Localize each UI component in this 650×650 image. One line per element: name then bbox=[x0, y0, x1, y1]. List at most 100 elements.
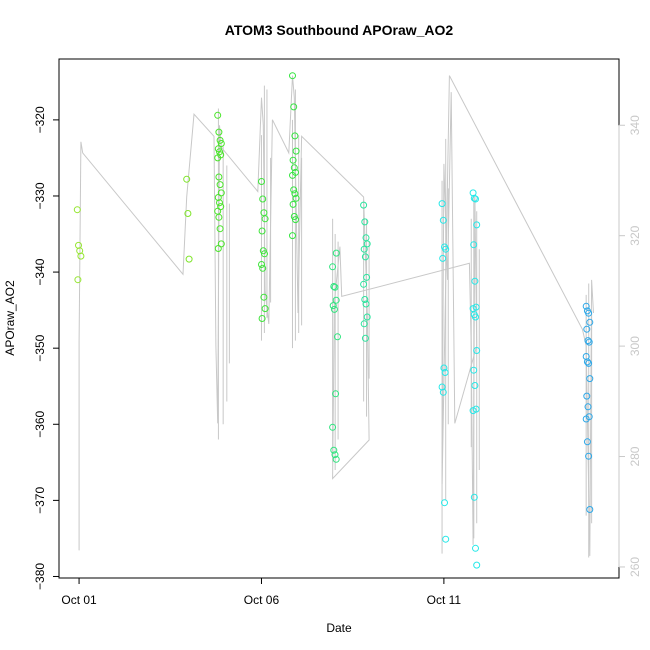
data-point bbox=[360, 280, 368, 288]
data-point bbox=[585, 452, 593, 460]
data-point bbox=[289, 232, 296, 240]
data-point bbox=[216, 148, 223, 156]
data-point bbox=[259, 264, 267, 272]
data-point bbox=[360, 201, 368, 209]
data-point bbox=[332, 455, 340, 463]
data-point bbox=[217, 140, 225, 147]
data-point bbox=[442, 245, 450, 253]
data-point bbox=[470, 366, 478, 374]
data-point bbox=[472, 313, 479, 321]
data-point bbox=[586, 375, 594, 383]
data-point bbox=[214, 245, 222, 252]
data-point bbox=[360, 320, 368, 328]
data-point bbox=[183, 175, 191, 183]
data-point bbox=[289, 171, 296, 179]
x-tick-label: Oct 11 bbox=[427, 593, 462, 607]
data-point bbox=[583, 392, 591, 400]
data-point bbox=[215, 213, 223, 221]
y-tick-label: −320 bbox=[33, 106, 47, 133]
data-point bbox=[289, 200, 297, 208]
data-point bbox=[471, 382, 479, 389]
data-point bbox=[216, 225, 224, 233]
data-point bbox=[74, 276, 82, 284]
data-point bbox=[472, 544, 479, 552]
data-point bbox=[473, 347, 481, 354]
x-axis: Oct 01 Oct 06 Oct 11 bbox=[61, 577, 462, 607]
data-point bbox=[584, 403, 592, 411]
data-point bbox=[216, 136, 224, 144]
data-point bbox=[470, 493, 478, 501]
data-point bbox=[330, 305, 338, 313]
y-axis-label: APOraw_AO2 bbox=[3, 280, 17, 356]
data-point bbox=[73, 206, 81, 214]
data-point bbox=[290, 103, 298, 111]
y-axis-left: −380 −370 −360 −350 −340 −330 −320 bbox=[33, 106, 60, 590]
data-point bbox=[362, 300, 370, 308]
data-point bbox=[583, 358, 591, 366]
data-point bbox=[292, 194, 300, 202]
data-point bbox=[334, 333, 341, 341]
y2-tick-label: 340 bbox=[628, 115, 642, 135]
y-tick-label: −380 bbox=[33, 563, 47, 590]
data-point bbox=[332, 296, 340, 304]
data-point bbox=[472, 195, 479, 203]
data-point bbox=[258, 261, 265, 268]
data-point bbox=[215, 173, 223, 181]
data-point bbox=[363, 273, 371, 281]
data-point bbox=[291, 190, 299, 198]
data-point bbox=[582, 302, 590, 310]
data-point bbox=[290, 213, 298, 220]
data-point bbox=[440, 364, 448, 372]
data-point bbox=[329, 263, 337, 271]
data-point bbox=[438, 200, 446, 208]
plot-frame bbox=[58, 58, 620, 579]
data-point bbox=[76, 247, 84, 255]
data-point bbox=[77, 252, 85, 260]
data-point bbox=[258, 315, 266, 322]
data-point bbox=[439, 254, 447, 262]
data-point bbox=[258, 227, 266, 235]
data-point bbox=[330, 446, 338, 454]
data-point bbox=[439, 388, 447, 396]
y2-tick-label: 260 bbox=[628, 557, 642, 577]
data-point bbox=[361, 334, 369, 342]
y-tick-label: −340 bbox=[33, 258, 47, 285]
data-point bbox=[361, 253, 369, 261]
data-point bbox=[473, 221, 481, 229]
y-axis-right: 260 280 300 320 340 bbox=[618, 115, 642, 577]
data-point bbox=[470, 241, 478, 249]
data-point bbox=[442, 535, 450, 543]
data-point bbox=[332, 249, 340, 257]
x-tick-label: Oct 01 bbox=[61, 593, 97, 607]
data-point bbox=[473, 561, 481, 569]
data-point bbox=[585, 338, 593, 346]
data-point bbox=[441, 499, 448, 507]
data-point bbox=[471, 277, 479, 285]
data-point bbox=[586, 506, 594, 513]
data-point bbox=[363, 313, 371, 321]
data-point bbox=[439, 216, 447, 224]
data-point bbox=[361, 296, 369, 303]
data-point bbox=[291, 132, 299, 140]
data-point bbox=[290, 186, 298, 194]
chart-title: ATOM3 Southbound APOraw_AO2 bbox=[225, 22, 454, 38]
series-line bbox=[78, 75, 594, 556]
data-point bbox=[214, 154, 222, 162]
data-point bbox=[185, 255, 193, 263]
data-point bbox=[331, 283, 339, 291]
data-point bbox=[363, 240, 371, 248]
data-line bbox=[78, 75, 594, 558]
data-point bbox=[438, 383, 446, 391]
data-point bbox=[360, 245, 368, 253]
y-tick-label: −370 bbox=[33, 487, 47, 514]
data-point bbox=[329, 423, 337, 431]
data-point bbox=[583, 325, 591, 333]
data-point bbox=[331, 451, 339, 459]
data-point bbox=[290, 164, 298, 172]
data-point bbox=[258, 178, 265, 185]
data-point bbox=[260, 293, 268, 301]
data-points bbox=[73, 72, 594, 569]
y-tick-label: −360 bbox=[33, 410, 47, 437]
data-point bbox=[261, 215, 269, 223]
data-point bbox=[214, 207, 222, 215]
